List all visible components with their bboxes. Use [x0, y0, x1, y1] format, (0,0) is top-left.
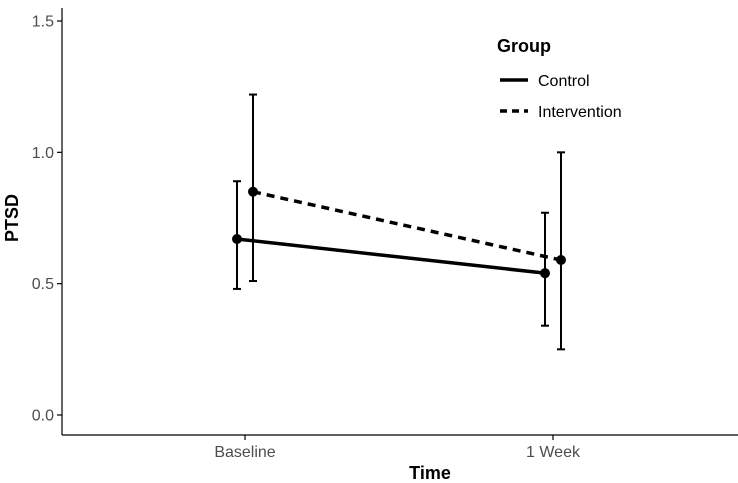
y-axis-title: PTSD: [2, 194, 22, 242]
legend-items: Control Intervention: [500, 73, 622, 121]
intervention-data-point: [556, 255, 566, 266]
x-ticks-group: Baseline 1 Week: [214, 435, 581, 461]
intervention-series-line: [252, 190, 562, 262]
legend-label-control: Control: [538, 73, 590, 90]
series-lines-group: [236, 190, 562, 275]
x-tick-label: Baseline: [214, 444, 275, 461]
error-bars-group: [233, 93, 565, 351]
axes-group: [61, 8, 738, 436]
y-ticks-group: 0.0 0.5 1.0 1.5: [32, 14, 62, 425]
legend: Group Control Intervention: [497, 36, 622, 121]
x-tick-label: 1 Week: [526, 444, 581, 461]
y-tick-label: 0.5: [32, 276, 54, 293]
control-series-line: [236, 237, 546, 275]
y-tick-label: 0.0: [32, 408, 54, 425]
y-tick-label: 1.5: [32, 14, 54, 31]
x-axis-title: Time: [409, 463, 451, 483]
control-data-point: [232, 234, 242, 245]
control-data-point: [540, 268, 550, 279]
legend-label-intervention: Intervention: [538, 104, 622, 121]
points-group: [232, 186, 566, 279]
legend-title: Group: [497, 36, 551, 56]
y-tick-label: 1.0: [32, 145, 54, 162]
intervention-data-point: [248, 186, 258, 197]
